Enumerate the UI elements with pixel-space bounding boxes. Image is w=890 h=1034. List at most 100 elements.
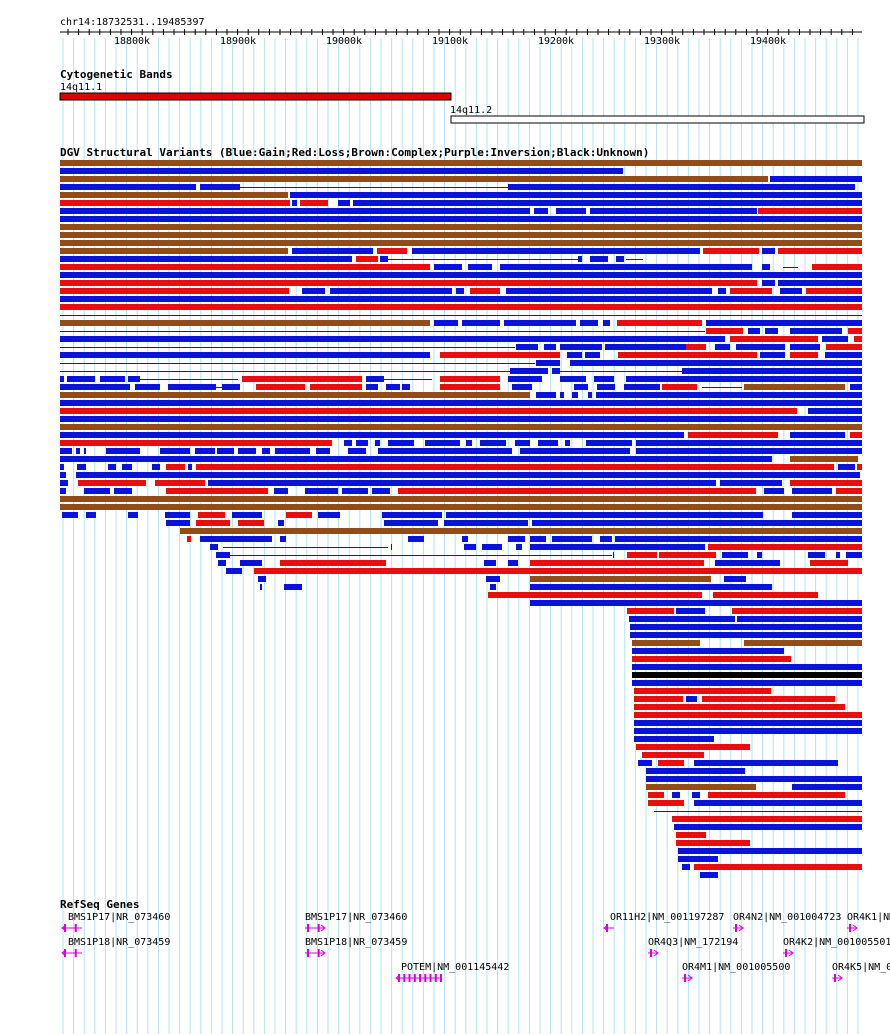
dgv-variant-gain[interactable] [634,728,862,734]
dgv-variant-gain[interactable] [748,328,760,334]
dgv-variant-gain[interactable] [391,544,392,550]
dgv-variant-gain[interactable] [76,448,80,454]
dgv-variant-gain[interactable] [674,824,862,830]
dgv-variant-gain[interactable] [580,320,598,326]
dgv-variant-gain[interactable] [342,488,368,494]
dgv-variant-complex[interactable] [60,224,862,230]
dgv-variant-gain[interactable] [538,440,558,446]
dgv-variant-gain[interactable] [565,440,570,446]
refseq-gene[interactable]: BMS1P17|NR_073460 [61,912,170,932]
dgv-variant-loss[interactable] [440,352,560,358]
dgv-variant-gain[interactable] [790,344,820,350]
refseq-gene[interactable]: BMS1P17|NR_073460 [305,912,407,932]
dgv-variant-gain[interactable] [516,344,538,350]
dgv-variant-loss[interactable] [790,480,862,486]
dgv-variant-gain[interactable] [676,608,705,614]
dgv-variant-gain[interactable] [378,448,512,454]
dgv-variant-gain[interactable] [380,256,388,262]
dgv-variant-gain[interactable] [737,616,862,622]
dgv-variant-loss[interactable] [470,288,500,294]
dgv-variant-loss[interactable] [632,656,791,662]
dgv-variant-gain[interactable] [715,344,730,350]
dgv-variant-gain[interactable] [60,488,66,494]
dgv-variant-gain[interactable] [808,552,825,558]
dgv-variant-gain[interactable] [402,384,410,390]
dgv-variant-gain[interactable] [86,512,96,518]
dgv-variant-gain[interactable] [536,360,560,366]
dgv-variant-gain[interactable] [516,544,522,550]
dgv-variant-loss[interactable] [836,488,862,494]
dgv-variant-gain[interactable] [210,544,218,550]
dgv-variant-gain[interactable] [632,648,784,654]
dgv-variant-gain[interactable] [722,552,748,558]
dgv-variant-gain[interactable] [678,848,862,854]
dgv-variant-gain[interactable] [762,264,770,270]
dgv-variant-gain[interactable] [585,352,600,358]
dgv-variant-gain[interactable] [258,576,266,582]
dgv-variant-gain[interactable] [506,288,712,294]
dgv-variant-gain[interactable] [578,256,582,262]
dgv-variant-gain[interactable] [217,448,234,454]
dgv-variant-gain[interactable] [425,440,460,446]
dgv-variant-gain[interactable] [490,584,496,590]
dgv-variant-gain[interactable] [165,512,190,518]
dgv-variant-gain[interactable] [60,400,862,406]
dgv-variant-loss[interactable] [676,832,706,838]
dgv-variant-gain[interactable] [408,536,424,542]
dgv-variant-gain[interactable] [188,464,192,470]
dgv-variant-gain[interactable] [560,376,586,382]
dgv-variant-gain[interactable] [508,376,542,382]
dgv-variant-loss[interactable] [187,536,191,542]
dgv-variant-gain[interactable] [836,552,840,558]
dgv-variant-gain[interactable] [600,536,612,542]
refseq-gene[interactable]: OR4K1|NM_001004063 [847,912,890,932]
dgv-variant-gain[interactable] [603,320,610,326]
dgv-variant-gain[interactable] [106,448,140,454]
refseq-gene[interactable]: OR11H2|NM_001197287 [603,912,724,932]
dgv-variant-loss[interactable] [636,744,750,750]
dgv-variant-gain[interactable] [678,856,718,862]
dgv-variant-gain[interactable] [60,480,68,486]
dgv-variant-gain[interactable] [504,320,576,326]
dgv-variant-gain[interactable] [200,184,240,190]
dgv-variant-gain[interactable] [850,384,862,390]
dgv-variant-gain[interactable] [108,464,116,470]
dgv-variant-gain[interactable] [284,584,302,590]
dgv-variant-gain[interactable] [792,512,862,518]
dgv-variant-gain[interactable] [353,200,862,206]
dgv-variant-gain[interactable] [114,488,132,494]
dgv-variant-loss[interactable] [310,384,362,390]
refseq-gene[interactable]: OR4N2|NM_001004723 [733,912,841,932]
dgv-variant-gain[interactable] [482,544,502,550]
dgv-variant-gain[interactable] [274,488,288,494]
dgv-variant-gain[interactable] [762,248,775,254]
dgv-variant-loss[interactable] [850,432,862,438]
dgv-variant-loss[interactable] [60,280,757,286]
dgv-variant-gain[interactable] [275,448,310,454]
dgv-variant-gain[interactable] [757,552,762,558]
dgv-variant-gain[interactable] [278,520,284,526]
dgv-variant-gain[interactable] [574,384,588,390]
dgv-variant-gain[interactable] [764,488,784,494]
dgv-variant-gain[interactable] [356,440,368,446]
dgv-variant-gain[interactable] [84,488,110,494]
dgv-variant-gain[interactable] [692,792,700,798]
dgv-variant-gain[interactable] [152,464,160,470]
refseq-gene[interactable]: OR4M1|NM_001005500 [682,962,790,982]
dgv-variant-gain[interactable] [630,632,862,638]
dgv-variant-gain[interactable] [60,272,862,278]
dgv-variant-loss[interactable] [166,488,268,494]
dgv-variant-loss[interactable] [238,520,264,526]
dgv-variant-gain[interactable] [60,216,862,222]
dgv-variant-gain[interactable] [382,512,442,518]
dgv-variant-gain[interactable] [60,208,530,214]
dgv-variant-loss[interactable] [440,384,500,390]
dgv-variant-gain[interactable] [724,576,746,582]
dgv-variant-gain[interactable] [508,560,518,566]
cytoband-q111[interactable] [59,92,452,101]
dgv-variant-gain[interactable] [778,280,862,286]
dgv-variant-gain[interactable] [462,320,500,326]
dgv-variant-gain[interactable] [292,200,297,206]
dgv-variant-complex[interactable] [60,192,288,198]
dgv-variant-gain[interactable] [552,368,560,374]
